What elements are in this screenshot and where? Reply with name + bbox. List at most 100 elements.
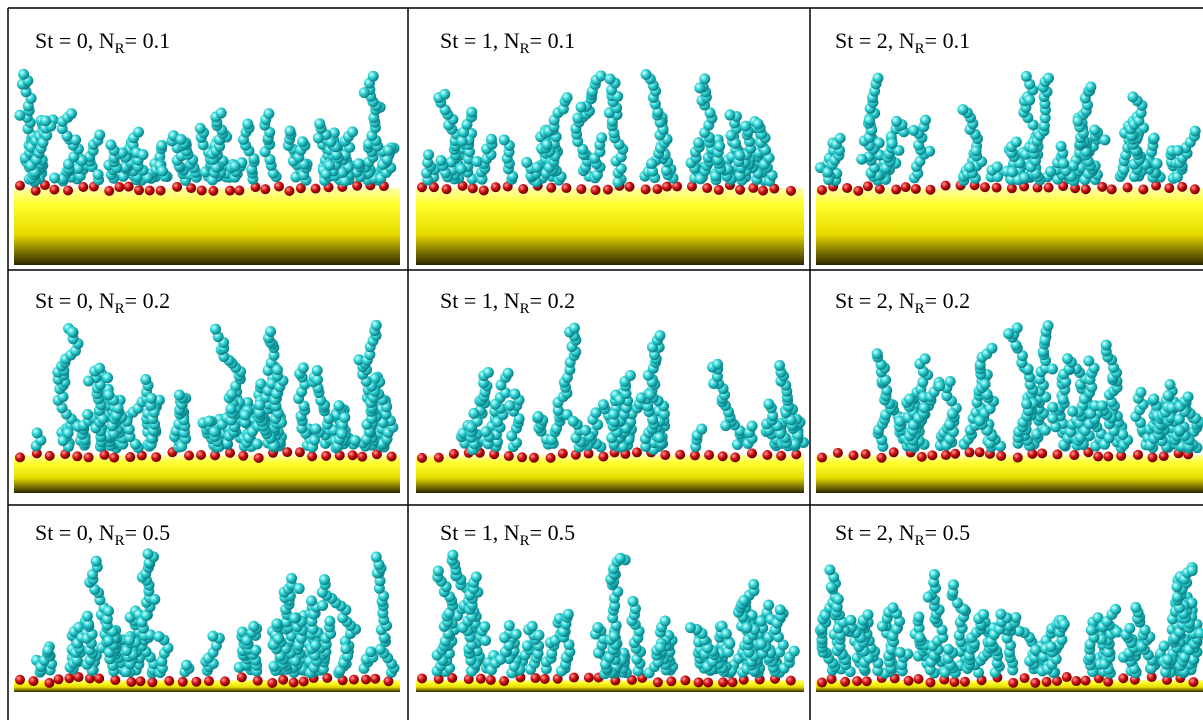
particle <box>605 74 616 85</box>
deposit-particle <box>208 186 218 196</box>
particle <box>504 400 515 411</box>
deposit-particle <box>299 676 309 686</box>
particle <box>156 140 167 151</box>
label-text: St = 2, N <box>835 520 915 545</box>
particle <box>466 107 477 118</box>
particle <box>306 595 317 606</box>
particle <box>336 428 347 439</box>
deposit-particle <box>125 452 135 462</box>
panel-label: St = 2, NR= 0.2 <box>835 288 970 317</box>
particle <box>943 644 954 655</box>
particle <box>862 609 873 620</box>
particle <box>63 428 74 439</box>
particle <box>480 426 491 437</box>
particle <box>904 393 915 404</box>
deposit-particle <box>274 181 284 191</box>
deposit-particle <box>134 185 144 195</box>
deposit-particle <box>861 449 871 459</box>
particle <box>456 163 467 174</box>
deposit-particle <box>852 676 862 686</box>
particle <box>845 615 856 626</box>
particle <box>533 411 544 422</box>
deposit-particle <box>45 451 55 461</box>
deposit-particle <box>901 182 911 192</box>
particle <box>317 600 328 611</box>
particle <box>974 415 985 426</box>
deposit-particle <box>877 453 887 463</box>
particle <box>94 129 105 140</box>
particle <box>14 110 25 121</box>
particle <box>242 119 253 130</box>
deposit-particle <box>925 185 935 195</box>
particle <box>1021 71 1032 82</box>
deposit-particle <box>529 453 539 463</box>
deposit-particle <box>254 453 264 463</box>
deposit-particle <box>172 182 182 192</box>
deposit-particle <box>63 185 73 195</box>
particle <box>468 408 479 419</box>
particle <box>1089 125 1100 136</box>
particle <box>1056 141 1067 152</box>
particle <box>319 574 330 585</box>
particle <box>254 399 265 410</box>
deposit-particle <box>357 452 367 462</box>
deposit-particle <box>1133 450 1143 460</box>
particle <box>1163 390 1174 401</box>
particle <box>598 399 609 410</box>
deposit-particle <box>204 676 214 686</box>
deposit-particle <box>417 453 427 463</box>
particle <box>1152 158 1163 169</box>
deposit-particle <box>730 452 740 462</box>
panel-label: St = 2, NR= 0.1 <box>835 28 970 57</box>
deposit-particle <box>862 676 872 686</box>
deposit-particle <box>253 676 263 686</box>
particle <box>920 353 931 364</box>
deposit-particle <box>641 184 651 194</box>
particle <box>138 149 149 160</box>
particle <box>775 604 786 615</box>
particle <box>1190 126 1201 137</box>
deposit-particle <box>278 675 288 685</box>
particle <box>1135 387 1146 398</box>
deposit-particle <box>109 453 119 463</box>
particle <box>504 620 515 631</box>
label-text: = 0.5 <box>925 520 970 545</box>
particle <box>439 89 450 100</box>
particle <box>433 565 444 576</box>
particle <box>562 92 573 103</box>
deposit-particle <box>349 675 359 685</box>
particle <box>625 370 636 381</box>
particle <box>82 611 93 622</box>
substrate <box>14 455 400 493</box>
deposit-particle <box>702 183 712 193</box>
particle <box>992 161 1003 172</box>
panel-label: St = 1, NR= 0.5 <box>440 520 575 549</box>
deposit-particle <box>653 677 663 687</box>
particle <box>568 416 579 427</box>
deposit-particle <box>1147 452 1157 462</box>
label-text: St = 1, N <box>440 28 520 53</box>
deposit-particle <box>718 677 728 687</box>
particle <box>93 169 104 180</box>
deposit-particle <box>518 184 528 194</box>
deposit-particle <box>1042 677 1052 687</box>
particle <box>1165 379 1176 390</box>
particle <box>43 645 54 656</box>
deposit-particle <box>361 674 371 684</box>
deposit-particle <box>680 675 690 685</box>
particle <box>714 141 725 152</box>
particle <box>479 621 490 632</box>
deposit-particle <box>1044 183 1054 193</box>
label-text: = 0.5 <box>125 520 170 545</box>
deposit-particle <box>15 181 25 191</box>
deposit-particle <box>284 186 294 196</box>
particle <box>471 571 482 582</box>
deposit-particle <box>44 678 54 688</box>
particle <box>273 633 284 644</box>
deposit-particle <box>714 185 724 195</box>
deposit-particle <box>1062 672 1072 682</box>
deposit-particle <box>184 450 194 460</box>
deposit-particle <box>1071 676 1081 686</box>
particle <box>310 423 321 434</box>
particle <box>359 87 370 98</box>
